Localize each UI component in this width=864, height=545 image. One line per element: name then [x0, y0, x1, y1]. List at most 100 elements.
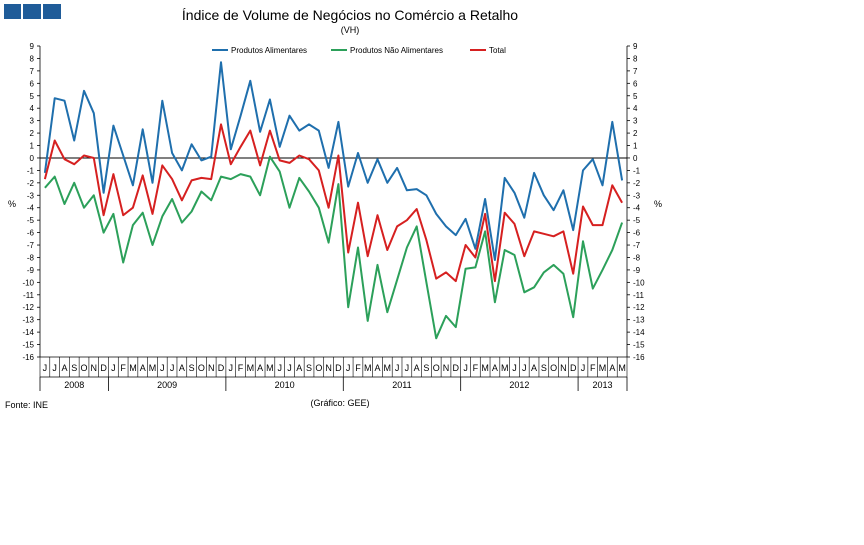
- y-tick-label-left: -8: [27, 253, 35, 262]
- credit-note: (Gráfico: GEE): [310, 398, 369, 408]
- y-tick-label-left: -7: [27, 241, 35, 250]
- x-tick-label: M: [481, 363, 489, 373]
- y-tick-label-left: 6: [30, 79, 35, 88]
- x-tick-label: O: [550, 363, 557, 373]
- brand-square: [43, 4, 61, 19]
- x-tick-label: M: [266, 363, 274, 373]
- year-label: 2009: [157, 380, 177, 390]
- y-tick-label-right: 0: [633, 154, 638, 163]
- x-tick-label: M: [129, 363, 137, 373]
- x-tick-label: J: [52, 363, 57, 373]
- legend-label-total: Total: [489, 46, 506, 55]
- y-tick-label-left: 8: [30, 54, 35, 63]
- x-tick-label: J: [405, 363, 410, 373]
- y-tick-label-left: 4: [30, 104, 35, 113]
- y-axis-label-right: %: [654, 199, 662, 209]
- x-tick-label: M: [149, 363, 157, 373]
- x-tick-label: O: [81, 363, 88, 373]
- year-label: 2013: [593, 380, 613, 390]
- x-tick-label: N: [325, 363, 332, 373]
- y-tick-label-left: -10: [22, 278, 34, 287]
- brand-square: [4, 4, 21, 19]
- y-tick-label-left: 3: [30, 117, 35, 126]
- x-tick-label: S: [189, 363, 195, 373]
- x-tick-label: M: [364, 363, 372, 373]
- series-line-total: [43, 123, 623, 283]
- series-line-food: [43, 61, 624, 261]
- y-tick-label-left: -3: [27, 191, 35, 200]
- y-tick-label-left: -1: [27, 166, 35, 175]
- x-tick-label: M: [384, 363, 392, 373]
- y-tick-label-right: -4: [633, 204, 641, 213]
- x-tick-label: A: [296, 363, 302, 373]
- y-tick-label-right: 3: [633, 117, 638, 126]
- brand-logo: [4, 4, 61, 19]
- x-tick-label: A: [492, 363, 498, 373]
- y-tick-label-right: 1: [633, 142, 638, 151]
- y-tick-label-right: 8: [633, 54, 638, 63]
- y-tick-label-left: 0: [30, 154, 35, 163]
- x-tick-label: A: [61, 363, 67, 373]
- x-tick-label: A: [609, 363, 615, 373]
- x-tick-label: N: [208, 363, 215, 373]
- x-tick-label: J: [160, 363, 165, 373]
- x-tick-label: S: [541, 363, 547, 373]
- x-tick-label: J: [346, 363, 351, 373]
- y-tick-label-right: -11: [633, 291, 645, 300]
- x-tick-label: J: [522, 363, 527, 373]
- year-label: 2012: [509, 380, 529, 390]
- x-tick-label: O: [198, 363, 205, 373]
- x-tick-label: D: [335, 363, 342, 373]
- y-axis-label-left: %: [8, 199, 16, 209]
- y-tick-label-right: -7: [633, 241, 641, 250]
- x-tick-label: J: [43, 363, 48, 373]
- y-tick-label-right: -10: [633, 278, 645, 287]
- x-tick-label: J: [111, 363, 116, 373]
- series-layer: [43, 61, 624, 340]
- x-tick-label: J: [229, 363, 234, 373]
- x-tick-label: D: [218, 363, 225, 373]
- y-tick-label-left: -12: [22, 303, 34, 312]
- x-tick-label: J: [463, 363, 468, 373]
- x-tick-label: M: [618, 363, 626, 373]
- y-tick-label-left: -5: [27, 216, 35, 225]
- y-tick-label-right: 6: [633, 79, 638, 88]
- y-tick-label-left: -6: [27, 229, 35, 238]
- x-tick-label: S: [306, 363, 312, 373]
- y-tick-label-right: -2: [633, 179, 641, 188]
- y-tick-label-left: 1: [30, 142, 35, 151]
- x-tick-label: A: [179, 363, 185, 373]
- x-tick-label: J: [170, 363, 175, 373]
- y-tick-label-left: -2: [27, 179, 35, 188]
- y-tick-label-left: 9: [30, 42, 35, 51]
- x-tick-label: D: [100, 363, 107, 373]
- legend-label-nonfood: Produtos Não Alimentares: [350, 46, 443, 55]
- y-tick-label-right: -3: [633, 191, 641, 200]
- y-tick-label-right: -5: [633, 216, 641, 225]
- x-tick-label: F: [590, 363, 596, 373]
- x-tick-label: A: [257, 363, 263, 373]
- y-tick-label-left: -15: [22, 341, 34, 350]
- year-label: 2008: [64, 380, 84, 390]
- y-tick-label-right: 5: [633, 92, 638, 101]
- y-tick-label-right: 2: [633, 129, 638, 138]
- y-tick-label-right: -6: [633, 229, 641, 238]
- y-tick-label-right: 9: [633, 42, 638, 51]
- y-tick-label-left: -13: [22, 316, 34, 325]
- x-tick-label: N: [91, 363, 98, 373]
- y-tick-label-right: -13: [633, 316, 645, 325]
- y-tick-label-right: -12: [633, 303, 645, 312]
- year-label: 2011: [392, 380, 411, 390]
- x-tick-label: J: [277, 363, 282, 373]
- x-tick-label: D: [453, 363, 460, 373]
- x-tick-label: J: [512, 363, 517, 373]
- legend-label-food: Produtos Alimentares: [231, 46, 307, 55]
- x-tick-label: D: [570, 363, 577, 373]
- y-tick-label-left: -9: [27, 266, 35, 275]
- y-tick-label-right: 4: [633, 104, 638, 113]
- y-tick-label-left: 5: [30, 92, 35, 101]
- y-tick-label-left: -11: [23, 291, 35, 300]
- x-tick-label: F: [120, 363, 126, 373]
